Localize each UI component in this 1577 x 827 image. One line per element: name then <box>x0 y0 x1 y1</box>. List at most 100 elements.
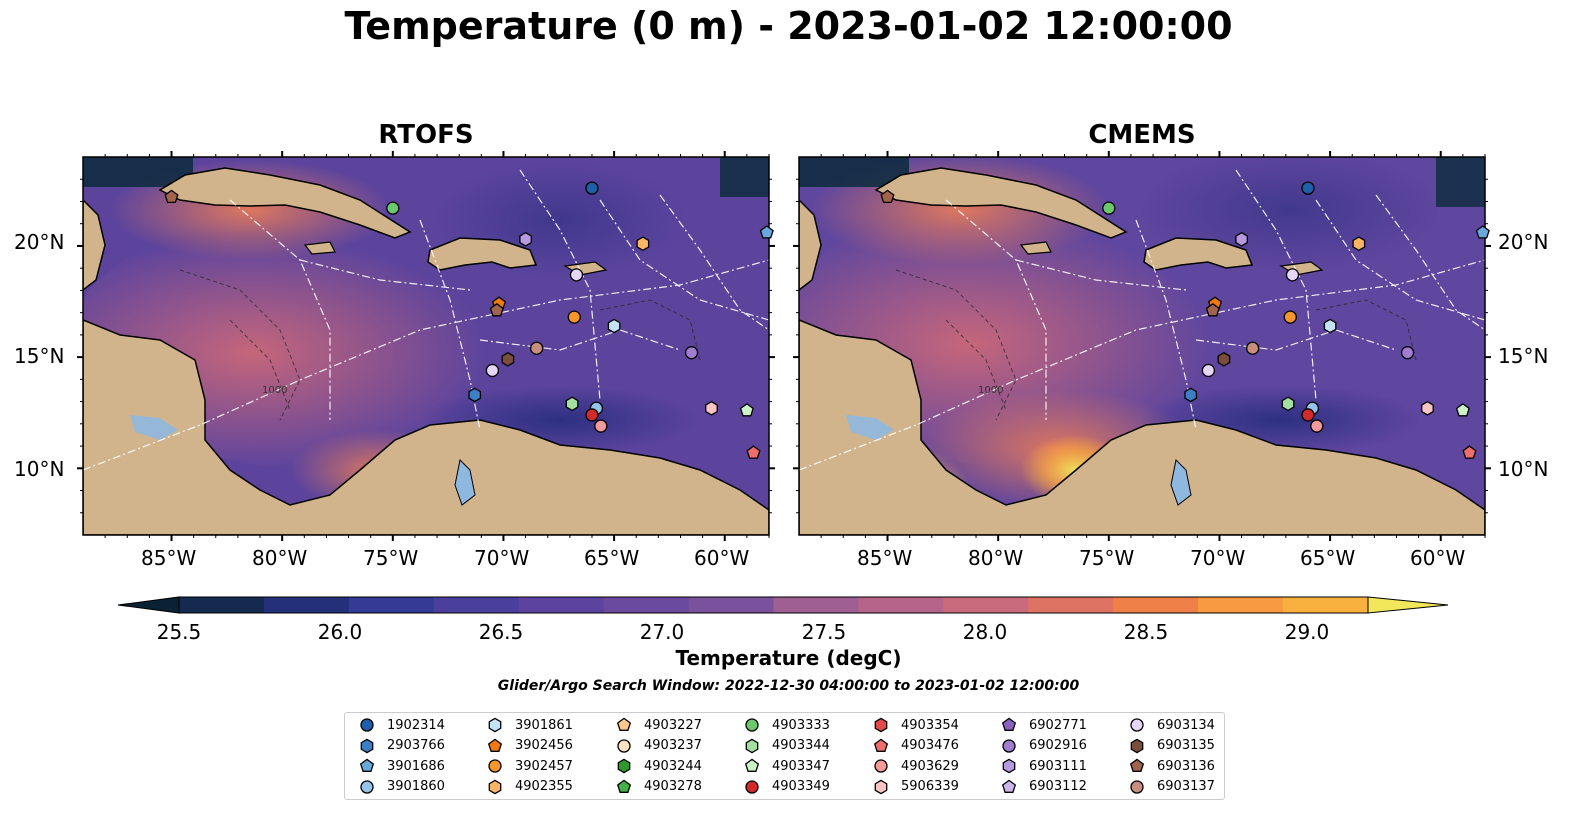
lake-maracaibo <box>1170 458 1192 506</box>
legend-item: 6903135 <box>1129 738 1215 754</box>
colorbar-segment <box>1028 597 1114 613</box>
panel-title-cmems: CMEMS <box>1088 120 1196 150</box>
legend-marker-hexagon-icon <box>874 717 888 733</box>
legend-marker <box>874 759 888 773</box>
legend-label: 6903111 <box>1029 758 1087 774</box>
colorbar-segment <box>179 597 265 613</box>
legend-item: 3901860 <box>359 779 445 795</box>
legend-label: 4903227 <box>644 717 702 733</box>
lat-tick-label: 10°N <box>14 457 65 481</box>
legend-marker-pentagon-icon <box>873 738 889 752</box>
float-marker-6902916 <box>1400 346 1415 360</box>
legend-item: 4903347 <box>744 758 830 774</box>
legend-marker <box>360 738 374 753</box>
figure-title: Temperature (0 m) - 2023-01-02 12:00:00 <box>344 4 1233 48</box>
colorbar-tick-label: 27.0 <box>639 620 685 644</box>
lon-tick-label: 60°W <box>1410 546 1466 570</box>
lon-tick-label: 80°W <box>252 546 308 570</box>
float-marker-3901686 <box>1475 225 1490 239</box>
legend-marker <box>617 758 631 774</box>
legend-item: 4903333 <box>744 717 830 733</box>
legend-marker-hexagon-icon <box>488 717 502 733</box>
legend-marker-circle-icon <box>745 779 759 794</box>
legend-marker-circle-icon <box>1130 779 1144 794</box>
legend-marker-circle-icon <box>617 738 631 753</box>
cmems-frame <box>798 156 1486 536</box>
lon-tick-label: 60°W <box>694 546 750 570</box>
float-marker-6903135 <box>1217 351 1231 367</box>
legend-label: 5906339 <box>901 779 959 794</box>
colorbar-segment <box>1113 597 1199 613</box>
legend-marker-pentagon-icon <box>616 779 632 793</box>
legend-label: 6903136 <box>1157 758 1215 774</box>
colorbar-tick-label: 25.5 <box>156 620 202 644</box>
legend-item: 4903354 <box>873 717 959 733</box>
legend-item: 4903629 <box>873 758 959 774</box>
cuba-land <box>158 167 412 239</box>
legend-label: 6903112 <box>1029 779 1087 794</box>
lon-tick-label: 75°W <box>1079 546 1135 570</box>
lat-tick-label: 15°N <box>1498 344 1549 368</box>
legend-item: 4903344 <box>744 738 830 754</box>
legend-item: 4903278 <box>616 779 702 795</box>
float-marker-4903629 <box>1310 419 1324 433</box>
colorbar-segment <box>518 597 605 613</box>
legend-item: 3902457 <box>487 758 573 774</box>
legend-marker-circle-icon <box>488 759 502 773</box>
legend-label: 6902771 <box>1029 717 1087 733</box>
float-marker-1902314 <box>1301 181 1315 195</box>
float-marker-3902457 <box>1283 310 1297 324</box>
legend-label: 1902314 <box>387 717 445 733</box>
mainland-land <box>83 319 769 535</box>
legend-marker-hexagon-icon <box>1002 758 1016 774</box>
legend-label: 4903244 <box>644 758 702 774</box>
hispaniola-land <box>1143 237 1254 271</box>
legend-label: 6903135 <box>1157 738 1215 753</box>
legend-item: 6902916 <box>1001 738 1087 754</box>
legend-item: 4903237 <box>616 738 702 754</box>
float-marker-1902314 <box>585 181 599 195</box>
cuba-land <box>874 167 1128 239</box>
legend-marker-hexagon-icon <box>360 738 374 753</box>
colorbar-tick-label: 28.0 <box>962 620 1008 644</box>
legend-marker <box>1001 717 1017 731</box>
lon-tick-label: 80°W <box>968 546 1024 570</box>
float-markers <box>164 181 1490 459</box>
colorbar-segment <box>1198 597 1284 613</box>
lon-tick-label: 70°W <box>1190 546 1246 570</box>
float-marker-4902355 <box>636 236 650 252</box>
colorbar-segment <box>263 597 350 613</box>
legend-marker <box>1002 758 1016 774</box>
axis-ticks <box>77 151 1491 541</box>
legend-item: 5906339 <box>873 779 959 795</box>
bathymetry-contours <box>895 269 1417 421</box>
legend-label: 4903237 <box>644 738 702 753</box>
legend-marker <box>745 779 759 794</box>
legend-item: 4903349 <box>744 779 830 795</box>
colorbar-tick-label: 28.5 <box>1123 620 1169 644</box>
legend-marker-circle-icon <box>360 779 374 794</box>
legend-item: 3901686 <box>359 758 445 774</box>
float-marker-2903766 <box>468 387 482 403</box>
search-window-label: Glider/Argo Search Window: 2022-12-30 04… <box>497 678 1080 694</box>
float-marker-5906339 <box>705 400 718 416</box>
float-marker-4903347 <box>1455 403 1470 417</box>
panel-title-rtofs: RTOFS <box>378 120 474 150</box>
cold-shelf <box>720 157 769 197</box>
legend-marker-pentagon-icon <box>616 717 632 731</box>
legend-item: 1902314 <box>359 717 445 733</box>
float-marker-4903333 <box>386 201 400 215</box>
legend-marker-pentagon-icon <box>487 738 503 752</box>
legend-item: 4903227 <box>616 717 702 733</box>
colorbar-label: Temperature (degC) <box>675 646 902 670</box>
legend-marker <box>874 779 888 794</box>
lat-tick-label: 10°N <box>1498 457 1549 481</box>
colorbar-segment <box>348 597 435 613</box>
legend-marker-circle-icon <box>745 718 759 732</box>
legend-marker-pentagon-icon <box>744 758 760 772</box>
colorbar-frame <box>178 596 1369 614</box>
mainland-land <box>799 319 1485 535</box>
lake-nicaragua <box>130 415 178 440</box>
float-marker-6903134 <box>1285 268 1300 282</box>
lake-nicaragua <box>846 415 894 440</box>
